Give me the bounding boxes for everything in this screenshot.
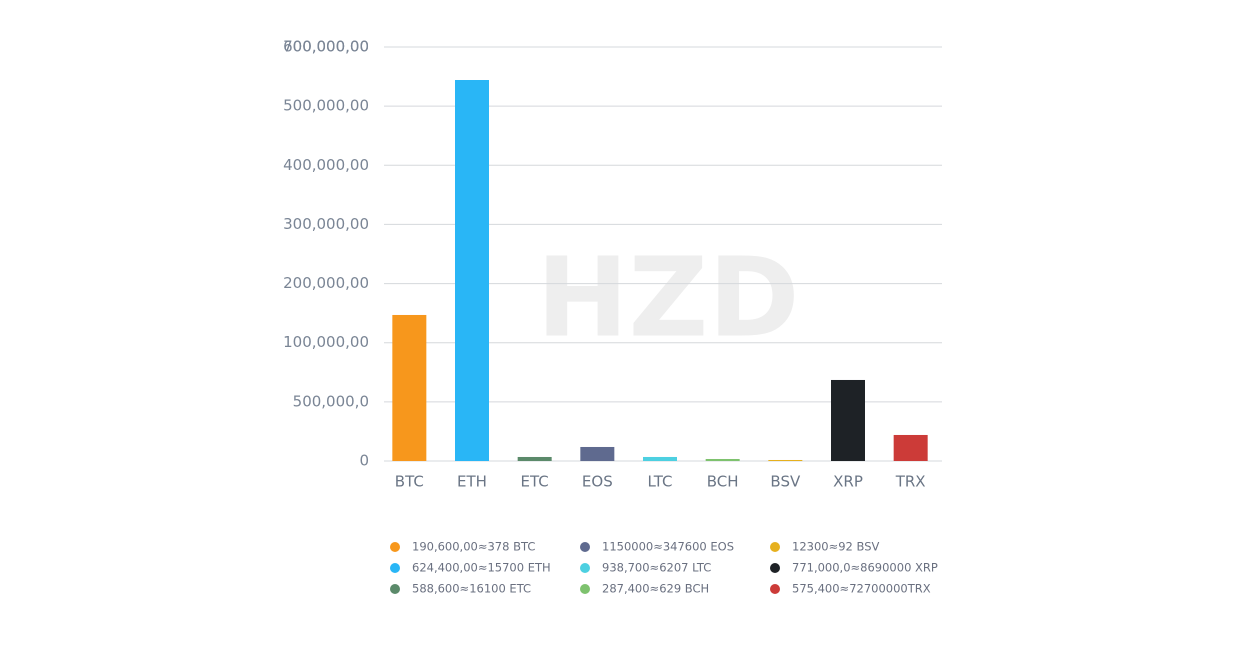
legend-label: 771,000,0≈8690000 XRP bbox=[792, 561, 938, 575]
bar bbox=[517, 456, 552, 461]
x-tick-label: XRP bbox=[833, 473, 863, 491]
bar bbox=[831, 379, 865, 461]
x-tick-label: LTC bbox=[647, 473, 672, 491]
legend-swatch bbox=[580, 584, 590, 594]
legend-swatch bbox=[770, 584, 780, 594]
legend-label: 12300≈92 BSV bbox=[792, 540, 879, 554]
legend-swatch bbox=[770, 563, 780, 573]
x-tick-label: TRX bbox=[895, 473, 926, 491]
legend-label: 287,400≈629 BCH bbox=[602, 582, 709, 596]
legend-swatch bbox=[770, 542, 780, 552]
y-tick-label: 400,000,00 bbox=[283, 156, 369, 174]
bar bbox=[768, 459, 803, 461]
y-tick-label: 200,000,00 bbox=[283, 274, 369, 292]
legend-label: 624,400,00≈15700 ETH bbox=[412, 561, 551, 575]
legend-label: 1150000≈347600 EOS bbox=[602, 540, 734, 554]
bar bbox=[705, 458, 740, 461]
legend-label: 938,700≈6207 LTC bbox=[602, 561, 711, 575]
legend-swatch bbox=[390, 563, 400, 573]
x-tick-label: BTC bbox=[395, 473, 424, 491]
legend-label: 190,600,00≈378 BTC bbox=[412, 540, 535, 554]
bar bbox=[893, 434, 928, 461]
y-tick-label: 300,000,00 bbox=[283, 215, 369, 233]
y-tick-label: 100,000,00 bbox=[283, 333, 369, 351]
legend-label: 588,600≈16100 ETC bbox=[412, 582, 531, 596]
bar bbox=[392, 314, 427, 461]
legend-swatch bbox=[390, 542, 400, 552]
y-tick-label: 0 bbox=[359, 452, 369, 470]
x-tick-label: EOS bbox=[582, 473, 613, 491]
x-tick-label: ETC bbox=[521, 473, 549, 491]
bar bbox=[580, 446, 615, 461]
y-tick-label: 500,000,0 bbox=[293, 392, 369, 410]
x-tick-label: BSV bbox=[770, 473, 801, 491]
x-tick-label: ETH bbox=[457, 473, 487, 491]
legend-swatch bbox=[580, 542, 590, 552]
x-tick-label: BCH bbox=[707, 473, 739, 491]
bar bbox=[455, 80, 489, 462]
legend-swatch bbox=[390, 584, 400, 594]
legend-label: 575,400≈72700000TRX bbox=[792, 582, 931, 596]
bar bbox=[643, 456, 677, 461]
y-tick-label: 700,000,00 bbox=[283, 38, 369, 56]
legend-swatch bbox=[580, 563, 590, 573]
watermark: HZD bbox=[536, 233, 799, 361]
y-tick-label: 500,000,00 bbox=[283, 97, 369, 115]
y-tick-label: 600,000,00 bbox=[283, 38, 369, 56]
